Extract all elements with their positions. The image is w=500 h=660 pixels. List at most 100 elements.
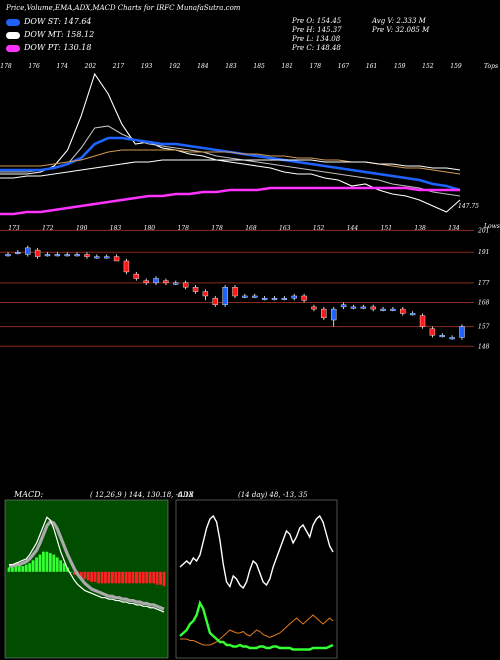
candle-body-10 bbox=[103, 256, 110, 259]
stat-pre-low: Pre L: 134.08 bbox=[292, 35, 341, 43]
candle-body-5 bbox=[54, 254, 61, 257]
candle-body-15 bbox=[153, 278, 159, 284]
candle-body-40 bbox=[400, 308, 406, 314]
ema-top-label-14: 159 bbox=[394, 63, 406, 70]
candle-body-20 bbox=[202, 291, 209, 297]
macd-hist-bar-36 bbox=[131, 571, 135, 584]
ema-top-label-3: 202 bbox=[84, 63, 97, 70]
legend-label-mt: DOW MT: 158.12 bbox=[24, 30, 95, 39]
macd-hist-bar-26 bbox=[97, 571, 100, 584]
macd-hist-bar-16 bbox=[62, 563, 66, 572]
ema-bottom-label-11: 151 bbox=[381, 225, 392, 232]
candle-body-34 bbox=[340, 304, 347, 308]
macd-hist-bar-23 bbox=[86, 571, 90, 581]
macd-label: MACD: bbox=[14, 490, 44, 499]
macd-hist-bar-4 bbox=[21, 566, 25, 572]
candle-body-1 bbox=[15, 252, 21, 254]
ema-bottom-label-0: 173 bbox=[8, 225, 20, 232]
macd-hist-bar-8 bbox=[35, 557, 38, 572]
candle-body-8 bbox=[84, 254, 90, 257]
ema-top-label-7: 184 bbox=[197, 63, 209, 70]
legend-swatch-st bbox=[6, 19, 20, 26]
price-axis-label-2: 177 bbox=[478, 280, 490, 287]
adx-frame bbox=[175, 499, 338, 659]
candle-body-33 bbox=[330, 308, 337, 321]
candle-body-24 bbox=[242, 295, 248, 298]
candle-body-12 bbox=[123, 260, 130, 273]
price-axis-label-4: 157 bbox=[478, 324, 490, 331]
macd-hist-bar-29 bbox=[107, 571, 111, 584]
macd-hist-bar-2 bbox=[14, 566, 18, 572]
macd-hist-bar-32 bbox=[117, 571, 121, 584]
macd-hist-bar-6 bbox=[28, 563, 32, 572]
macd-hist-bar-15 bbox=[59, 560, 63, 572]
candle-body-37 bbox=[370, 306, 376, 310]
macd-hist-bar-38 bbox=[138, 571, 142, 584]
candle-body-18 bbox=[182, 282, 189, 288]
ema-top-label-4: 217 bbox=[112, 63, 125, 70]
macd-hist-bar-28 bbox=[104, 571, 107, 584]
macd-hist-bar-31 bbox=[114, 571, 118, 584]
macd-params: ( 12,26,9 ) 144, 130.18, -6.18 bbox=[90, 491, 194, 499]
candle-body-19 bbox=[192, 287, 199, 292]
adx-plus-di-line bbox=[179, 599, 334, 651]
adx-line bbox=[179, 514, 334, 590]
legend-swatch-pt bbox=[6, 45, 20, 52]
candle-body-3 bbox=[34, 249, 41, 257]
ema-top-label-9: 185 bbox=[253, 63, 265, 70]
candle-body-43 bbox=[429, 328, 436, 336]
ema-top-label-16: 159 bbox=[450, 63, 462, 70]
candle-body-26 bbox=[261, 297, 268, 300]
candle-body-44 bbox=[439, 335, 445, 338]
macd-hist-bar-25 bbox=[93, 571, 97, 582]
candle-body-14 bbox=[143, 280, 149, 284]
macd-line bbox=[9, 516, 165, 613]
candle-body-25 bbox=[252, 295, 258, 298]
ema-line-5 bbox=[0, 186, 460, 216]
ema-bottom-label-2: 190 bbox=[76, 225, 88, 232]
candle-body-41 bbox=[409, 313, 416, 316]
ema-bottom-label-5: 178 bbox=[178, 225, 190, 232]
price-axis-label-1: 191 bbox=[478, 249, 489, 256]
ema-bottom-label-7: 168 bbox=[245, 225, 257, 232]
ema-top-label-0: 178 bbox=[0, 63, 12, 70]
macd-hist-bar-0 bbox=[7, 567, 11, 572]
ema-bottom-label-10: 144 bbox=[347, 225, 359, 232]
macd-hist-bar-37 bbox=[135, 571, 138, 584]
ema-bottom-label-8: 163 bbox=[279, 225, 291, 232]
macd-hist-bar-14 bbox=[55, 557, 59, 572]
stat-avg-volume: Avg V: 2.333 M bbox=[372, 17, 426, 25]
candle-body-4 bbox=[44, 254, 51, 257]
ema-bottom-label-6: 178 bbox=[211, 225, 223, 232]
ema-line-3 bbox=[0, 149, 461, 175]
candle-body-42 bbox=[419, 315, 426, 327]
macd-hist-bar-21 bbox=[79, 571, 83, 578]
adx-label: ADX bbox=[178, 491, 194, 499]
candle-body-17 bbox=[173, 282, 179, 285]
ema-line-0 bbox=[0, 72, 461, 213]
candle-body-35 bbox=[350, 306, 357, 309]
adx-params: (14 day) 48, -13, 35 bbox=[238, 491, 308, 499]
macd-hist-bar-11 bbox=[45, 551, 49, 572]
candle-body-16 bbox=[163, 280, 169, 284]
stat-pre-volume: Pre V: 32.085 M bbox=[372, 26, 430, 34]
ema-tops-label: Tops bbox=[484, 63, 498, 70]
macd-hist-bar-1 bbox=[11, 567, 14, 572]
ema-top-label-13: 161 bbox=[366, 63, 377, 70]
macd-hist-bar-5 bbox=[24, 564, 28, 572]
candle-body-9 bbox=[94, 256, 100, 259]
price-axis-label-3: 168 bbox=[478, 300, 490, 307]
macd-hist-bar-13 bbox=[52, 554, 56, 572]
candle-body-46 bbox=[459, 326, 465, 338]
stat-pre-open: Pre O: 154.45 bbox=[292, 17, 342, 25]
legend-label-st: DOW ST: 147.64 bbox=[24, 17, 92, 26]
macd-hist-bar-45 bbox=[162, 571, 166, 587]
macd-hist-bar-18 bbox=[69, 571, 73, 573]
macd-hist-bar-7 bbox=[31, 560, 35, 572]
macd-hist-bar-19 bbox=[73, 571, 76, 575]
ema-top-label-2: 174 bbox=[57, 63, 69, 70]
candle-body-21 bbox=[212, 297, 218, 305]
macd-hist-bar-33 bbox=[121, 571, 125, 584]
candle-body-36 bbox=[360, 306, 367, 309]
